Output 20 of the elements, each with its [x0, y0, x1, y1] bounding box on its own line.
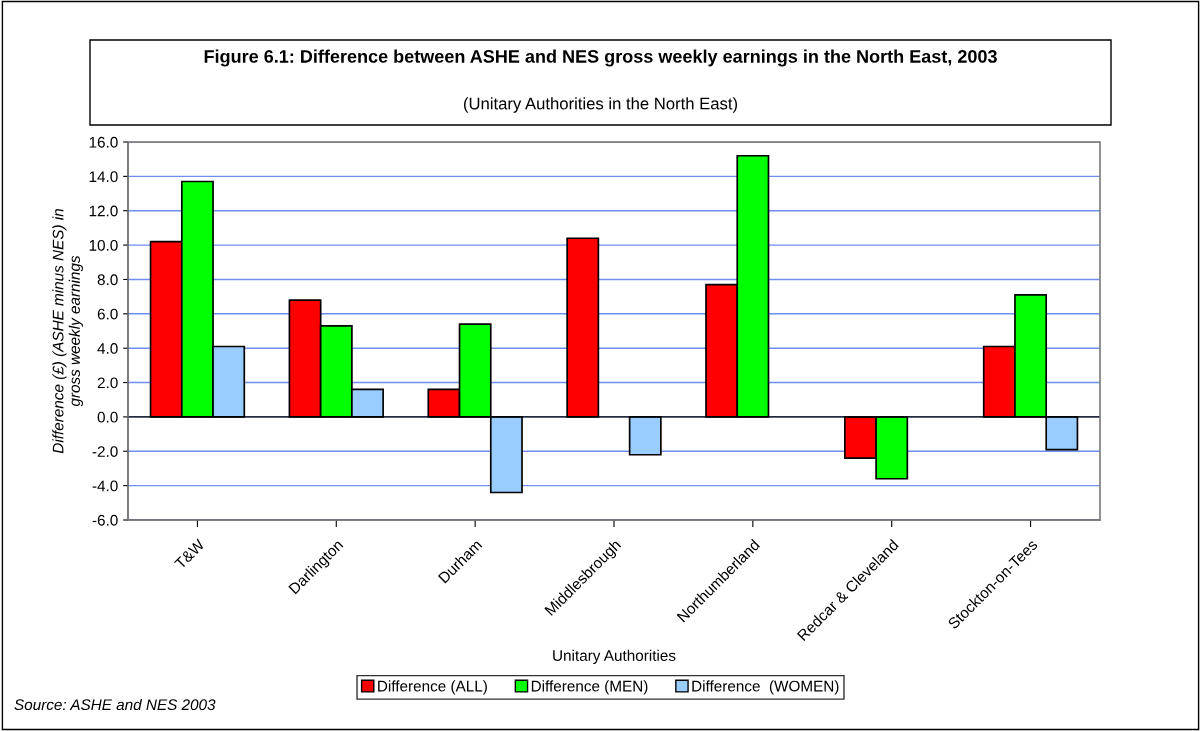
chart-title: Figure 6.1: Difference between ASHE and NES gross weekly earnings in the North East, 2003 [204, 49, 997, 67]
chart-subtitle: (Unitary Authorities in the North East) [463, 97, 738, 113]
y-tick-label: 10.0 [89, 239, 118, 251]
legend-label: Difference (WOMEN) [692, 680, 839, 695]
y-tick-label: -4.0 [92, 480, 118, 492]
legend-label: Difference (MEN) [531, 680, 648, 695]
y-tick-label: 16.0 [89, 136, 118, 148]
y-tick-label: 0.0 [97, 411, 118, 423]
y-tick-label: 12.0 [89, 205, 118, 217]
y-tick-label: 2.0 [97, 377, 118, 389]
y-tick-label: -6.0 [92, 514, 118, 526]
y-tick-label: -2.0 [92, 446, 118, 457]
y-tick-label: 14.0 [89, 171, 118, 183]
legend-label: Difference (ALL) [378, 680, 487, 695]
y-tick-label: 8.0 [97, 274, 118, 286]
y-axis-title: Difference (£) (ASHE minus NES) in gross weekly earnings [52, 209, 83, 454]
y-tick-label: 4.0 [97, 343, 118, 354]
source-note: Source: ASHE and NES 2003 [14, 698, 216, 711]
y-tick-label: 6.0 [97, 308, 118, 320]
x-axis-title: Unitary Authorities [553, 649, 676, 664]
